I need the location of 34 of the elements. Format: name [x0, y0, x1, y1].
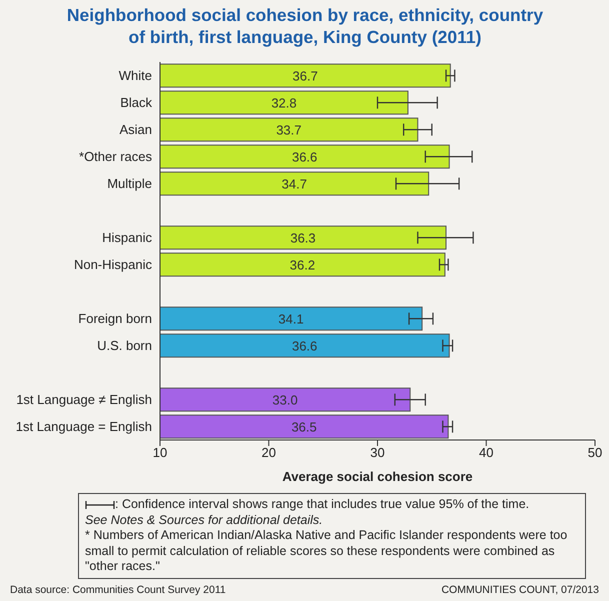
x-tick-label: 10 — [152, 445, 168, 460]
y-tick-label: White — [118, 68, 152, 84]
text: COMMUNITIES COUNT, 07/2013 — [441, 584, 599, 596]
x-tick-label: 50 — [588, 445, 602, 460]
chart-title: Neighborhood social cohesion by race, ethnicity, country of birth, first language, King County (2011) — [66, 4, 544, 48]
data-label: 36.5 — [291, 419, 317, 434]
data-label: 34.1 — [278, 311, 304, 326]
y-tick-label: Hispanic — [102, 230, 152, 246]
y-tick-label: 1st Language ≠ English — [16, 392, 152, 408]
y-tick-label: 1st Language = English — [16, 419, 152, 434]
data-label: 32.8 — [271, 95, 297, 110]
data-label: 33.0 — [272, 392, 298, 408]
data-label: 36.6 — [292, 149, 318, 164]
text: : Confidence interval shows range that includes true value 95% of the time. — [114, 497, 530, 512]
x-tick-label: 30 — [370, 445, 385, 460]
y-tick-label: Asian — [119, 122, 152, 138]
x-tick-label: 40 — [479, 445, 494, 460]
y-tick-label: Foreign born — [78, 311, 152, 326]
y-tick-label: Black — [120, 95, 152, 110]
y-tick-label: *Other races — [79, 149, 152, 164]
text: * Numbers of American Indian/Alaska Native and Pacific Islander respondents were too small to permit calculation of reliable scores so these respondents were combined as "other races." — [85, 528, 568, 574]
y-tick-label: Multiple — [107, 176, 152, 192]
x-tick-label: 20 — [262, 445, 276, 460]
source-note: Data source: Communities Count Survey 2011 — [10, 584, 226, 596]
data-label: 36.3 — [290, 230, 316, 246]
y-tick-label: Non-Hispanic — [74, 257, 152, 272]
data-label: 34.7 — [282, 176, 307, 192]
y-tick-label: U.S. born — [97, 338, 152, 354]
text: See Notes & Sources for additional details. — [85, 512, 324, 528]
data-label: 33.7 — [276, 122, 302, 138]
data-label: 36.2 — [290, 257, 316, 272]
data-label: 36.6 — [292, 338, 318, 354]
data-label: 36.7 — [292, 68, 318, 84]
x-axis-title: Average social cohesion score — [282, 469, 473, 484]
